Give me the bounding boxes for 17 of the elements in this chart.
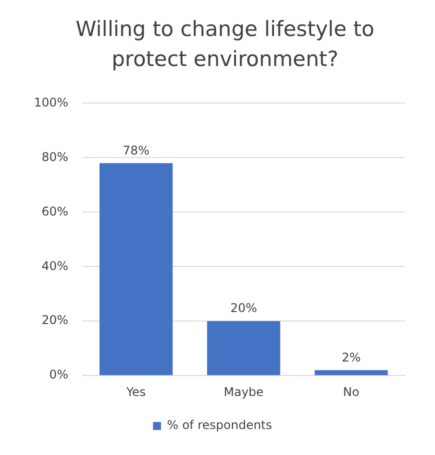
chart-title: Willing to change lifestyle to protect environment? — [74, 16, 376, 73]
y-tick-label: 60% — [42, 204, 68, 218]
bar — [100, 163, 173, 376]
x-tick-label: No — [343, 384, 360, 399]
y-tick-label: 80% — [42, 150, 68, 164]
bar — [314, 370, 388, 376]
y-tick-label: 20% — [42, 313, 68, 328]
data-label: 2% — [342, 350, 361, 364]
data-label: 20% — [230, 301, 257, 316]
y-tick-label: 0% — [49, 368, 68, 382]
y-tick-label: 40% — [42, 258, 68, 273]
x-tick-label: Yes — [125, 384, 146, 399]
bar — [207, 321, 280, 376]
data-label: 78% — [122, 143, 150, 158]
y-tick-label: 100% — [34, 95, 68, 110]
x-tick-label: Maybe — [224, 384, 264, 399]
legend-label: % of respondents — [166, 418, 272, 432]
